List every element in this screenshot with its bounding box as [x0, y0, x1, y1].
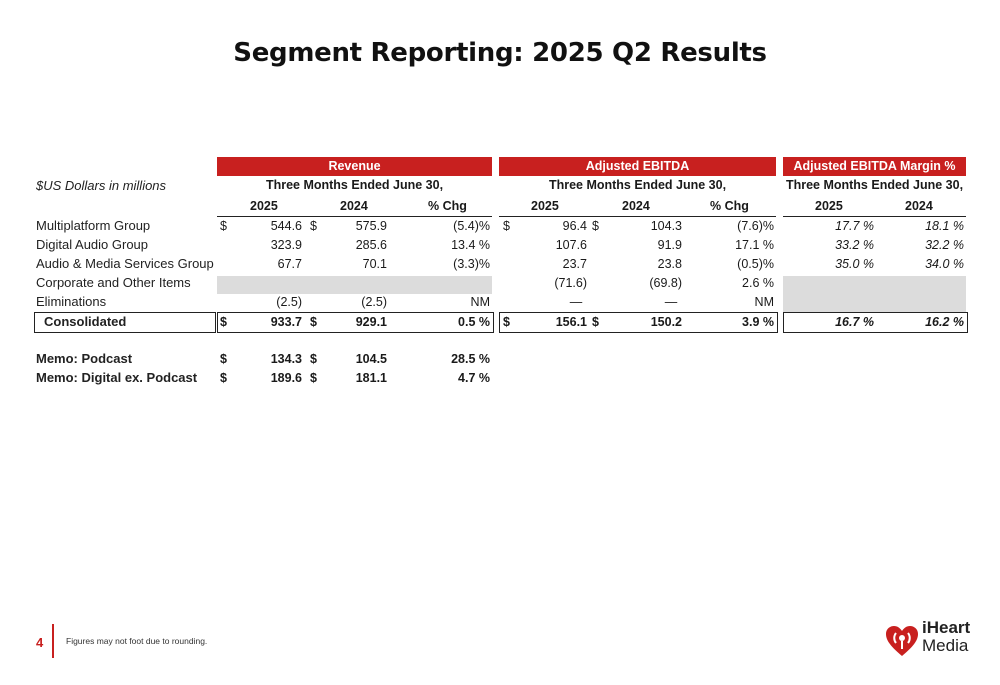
cell-rev25: 323.9 — [270, 238, 302, 252]
cell-rev25: 67.7 — [277, 257, 302, 271]
col-m-2025: 2025 — [815, 199, 843, 213]
col-eb-2025: 2025 — [531, 199, 559, 213]
consolidated-label-box — [34, 312, 216, 333]
cell-rev25: 134.3 — [270, 352, 302, 366]
col-rev-2025: 2025 — [250, 199, 278, 213]
cell-eb24: 150.2 — [650, 315, 682, 329]
ebitda-header: Adjusted EBITDA — [499, 157, 776, 176]
cell-ebchg: 17.1 % — [735, 238, 774, 252]
cell-eb25: 107.6 — [555, 238, 587, 252]
consolidated-revenue-box — [217, 312, 494, 333]
cell-eb24: 91.9 — [657, 238, 682, 252]
currency-symbol: $ — [503, 219, 510, 233]
row-label: Digital Audio Group — [36, 237, 149, 252]
currency-symbol: $ — [310, 315, 317, 329]
col-rev-2024: 2024 — [340, 199, 368, 213]
cell-ebchg: NM — [754, 295, 774, 309]
cell-m24: 16.2 % — [925, 315, 964, 329]
col-eb-2024: 2024 — [622, 199, 650, 213]
cell-eb25: (71.6) — [554, 276, 587, 290]
revenue-header: Revenue — [217, 157, 492, 176]
ebitda-period-label: Three Months Ended June 30, — [548, 178, 727, 192]
margin-header: Adjusted EBITDA Margin % — [783, 157, 966, 176]
currency-symbol: $ — [503, 315, 510, 329]
col-rev-chg: % Chg — [428, 199, 467, 213]
cell-eb24: 104.3 — [650, 219, 682, 233]
cell-rev25: 544.6 — [270, 219, 302, 233]
cell-rev25: (2.5) — [276, 295, 302, 309]
units-label: $US Dollars in millions — [36, 178, 167, 193]
cell-m24: 32.2 % — [925, 238, 964, 252]
cell-rev24: 285.6 — [355, 238, 387, 252]
cell-revchg: NM — [470, 295, 490, 309]
logo-text-line2: Media — [922, 636, 969, 655]
cell-rev24: 575.9 — [355, 219, 387, 233]
logo-text-line1: iHeart — [922, 618, 971, 637]
footer-accent-bar — [52, 624, 54, 658]
currency-symbol: $ — [592, 219, 599, 233]
cell-rev25: 933.7 — [270, 315, 302, 329]
cell-eb24: (69.8) — [649, 276, 682, 290]
cell-rev24: 181.1 — [355, 371, 387, 385]
cell-revchg: 13.4 % — [451, 238, 490, 252]
memo-label: Memo: Podcast — [36, 351, 133, 366]
cell-m25: 16.7 % — [835, 315, 874, 329]
page-number: 4 — [36, 635, 44, 650]
cell-eb25: 23.7 — [562, 257, 587, 271]
cell-ebchg: 3.9 % — [742, 315, 774, 329]
cell-m25: 35.0 % — [835, 257, 874, 271]
currency-symbol: $ — [220, 315, 227, 329]
cell-rev24: 929.1 — [355, 315, 387, 329]
cell-eb25: 96.4 — [562, 219, 587, 233]
row-label: Eliminations — [36, 294, 107, 309]
currency-symbol: $ — [310, 371, 317, 385]
cell-rev24: 104.5 — [355, 352, 387, 366]
footer-note: Figures may not foot due to rounding. — [66, 636, 208, 646]
currency-symbol: $ — [220, 371, 227, 385]
cell-eb24: 23.8 — [657, 257, 682, 271]
row-label: Multiplatform Group — [36, 218, 151, 233]
col-eb-chg: % Chg — [710, 199, 749, 213]
currency-symbol: $ — [310, 219, 317, 233]
currency-symbol: $ — [310, 352, 317, 366]
cell-eb25: 156.1 — [555, 315, 587, 329]
row-label: Audio & Media Services Group — [36, 256, 214, 271]
cell-rev24: (2.5) — [361, 295, 387, 309]
iheart-logo-icon — [886, 626, 918, 656]
revenue-blank-shade — [217, 276, 492, 294]
cell-ebchg: 2.6 % — [742, 276, 774, 290]
consolidated-margin-box — [783, 312, 968, 333]
margin-blank-shade — [783, 276, 966, 313]
currency-symbol: $ — [220, 352, 227, 366]
cell-eb24: — — [664, 295, 678, 309]
cell-m25: 33.2 % — [835, 238, 874, 252]
revenue-period-label: Three Months Ended June 30, — [265, 178, 444, 192]
cell-revchg: 0.5 % — [458, 315, 490, 329]
consolidated-ebitda-box — [499, 312, 778, 333]
cell-revchg: 4.7 % — [458, 371, 490, 385]
cell-ebchg: (0.5)% — [737, 257, 774, 271]
cell-ebchg: (7.6)% — [737, 219, 774, 233]
consolidated-label: Consolidated — [44, 314, 127, 329]
currency-symbol: $ — [220, 219, 227, 233]
cell-revchg: (5.4)% — [453, 219, 490, 233]
currency-symbol: $ — [592, 315, 599, 329]
cell-m25: 17.7 % — [835, 219, 874, 233]
row-label: Corporate and Other Items — [36, 275, 191, 290]
cell-rev24: 70.1 — [362, 257, 387, 271]
col-m-2024: 2024 — [905, 199, 933, 213]
cell-revchg: (3.3)% — [453, 257, 490, 271]
cell-revchg: 28.5 % — [451, 352, 490, 366]
cell-rev25: 189.6 — [270, 371, 302, 385]
memo-label: Memo: Digital ex. Podcast — [36, 370, 198, 385]
cell-eb25: — — [569, 295, 583, 309]
page-title: Segment Reporting: 2025 Q2 Results — [233, 38, 767, 68]
margin-period-label: Three Months Ended June 30, — [785, 178, 964, 192]
cell-m24: 18.1 % — [925, 219, 964, 233]
cell-m24: 34.0 % — [925, 257, 964, 271]
